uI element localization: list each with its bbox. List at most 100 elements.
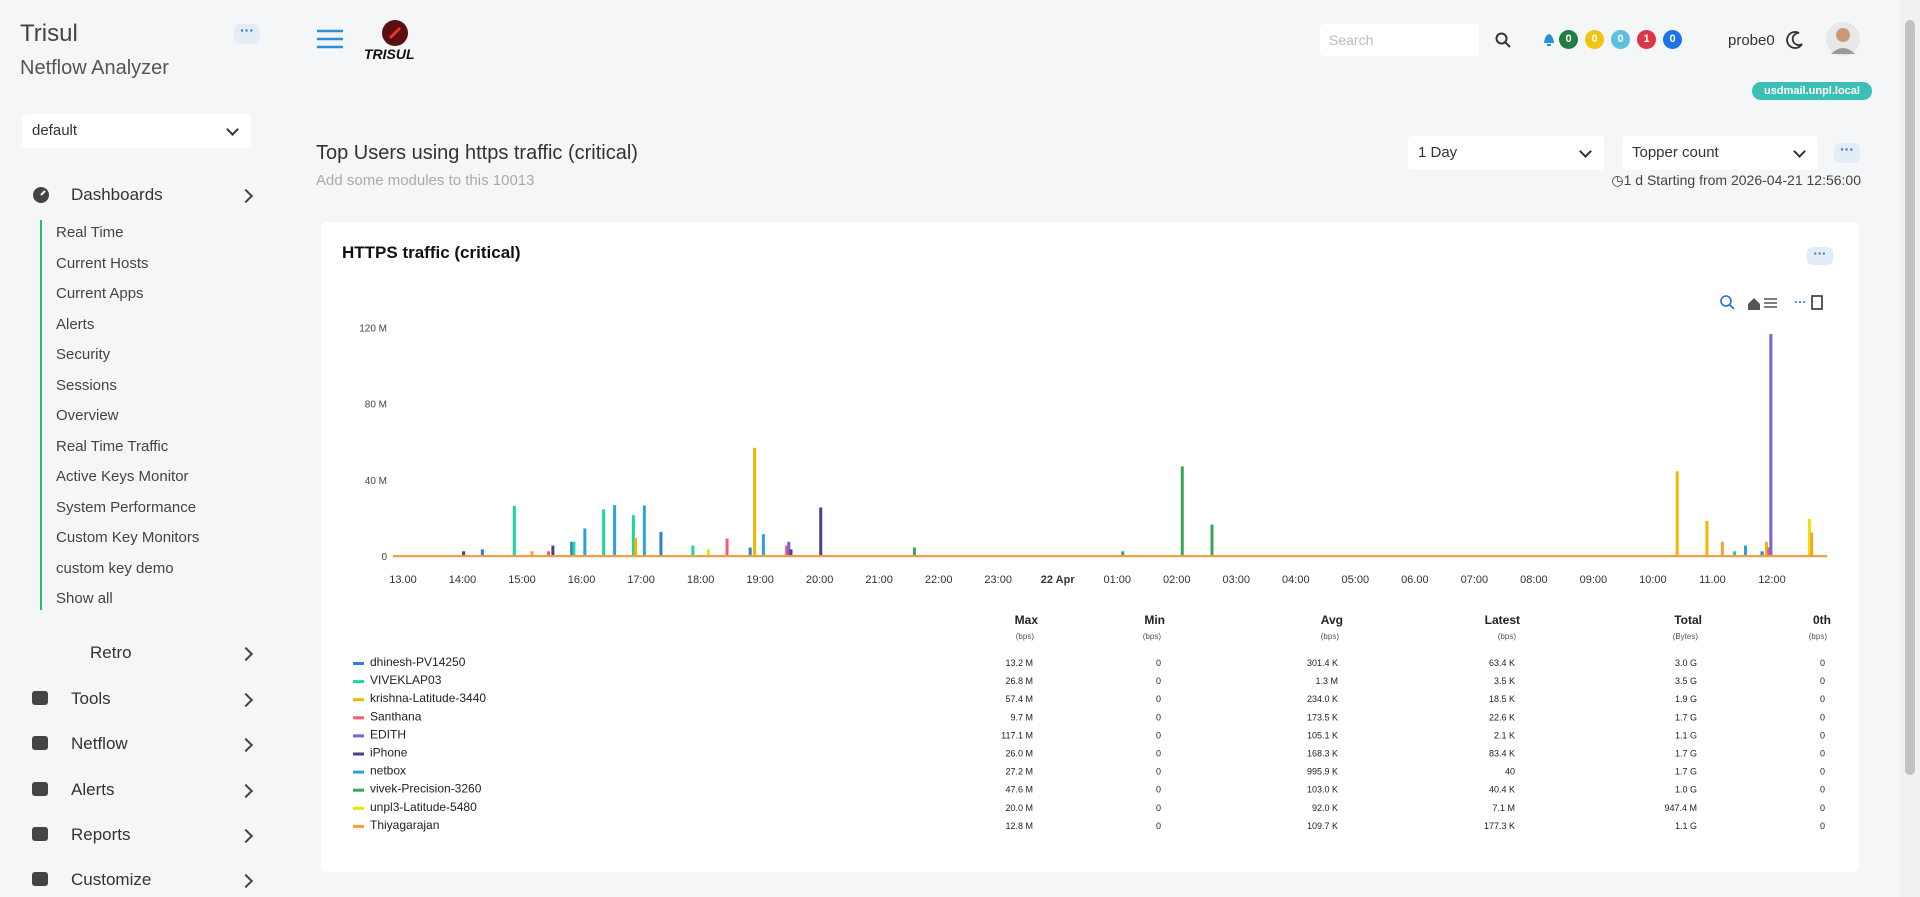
bar bbox=[819, 507, 823, 557]
list-icon[interactable] bbox=[1764, 298, 1777, 308]
card-menu-dots: ··· bbox=[1814, 246, 1827, 261]
legend-label: netbox bbox=[370, 764, 406, 778]
legend-swatch bbox=[353, 716, 364, 720]
alert-badge[interactable]: 1 bbox=[1637, 30, 1656, 49]
menu-item[interactable]: Netflow bbox=[71, 734, 254, 754]
context-select[interactable]: default bbox=[22, 114, 251, 148]
x-tick-label: 05:00 bbox=[1342, 574, 1370, 586]
table-cell: 1.3 M bbox=[1315, 676, 1338, 686]
bar bbox=[1733, 551, 1736, 557]
table-cell: 0 bbox=[1156, 785, 1161, 795]
y-tick-label: 0 bbox=[381, 552, 387, 563]
table-cell: 1.7 G bbox=[1675, 767, 1697, 777]
legend-swatch bbox=[353, 770, 364, 774]
table-cell: 0 bbox=[1156, 712, 1161, 722]
submenu-item[interactable]: Custom Key Monitors bbox=[56, 529, 200, 546]
hamburger[interactable] bbox=[316, 28, 344, 50]
table-cell: 83.4 K bbox=[1489, 749, 1515, 759]
bar bbox=[570, 541, 574, 557]
table-cell: 0 bbox=[1156, 658, 1161, 668]
submenu-item[interactable]: Security bbox=[56, 346, 111, 363]
search-icon[interactable] bbox=[1495, 32, 1511, 48]
legend-swatch bbox=[353, 698, 364, 702]
submenu-item[interactable]: Current Hosts bbox=[56, 254, 149, 272]
bar bbox=[547, 551, 550, 557]
table-cell: 0 bbox=[1820, 803, 1825, 813]
bar bbox=[761, 534, 765, 557]
bar bbox=[1764, 541, 1768, 557]
home-icon[interactable] bbox=[1748, 298, 1760, 310]
menu-label: Retro bbox=[90, 643, 132, 662]
submenu-item[interactable]: Sessions bbox=[56, 376, 117, 394]
alert-badge[interactable]: 0 bbox=[1585, 30, 1604, 49]
chart-card: HTTPS traffic (critical) ··· 0 40 M 80 M 12… bbox=[321, 222, 1859, 872]
submenu-item[interactable]: Overview bbox=[56, 407, 119, 424]
table-cell: 105.1 K bbox=[1307, 730, 1338, 740]
table-cell: 1.0 G bbox=[1675, 785, 1697, 795]
table-cell: 0 bbox=[1820, 712, 1825, 722]
legend-swatch bbox=[353, 788, 364, 792]
menu-item[interactable]: Retro bbox=[90, 643, 254, 663]
app-subtitle: Netflow Analyzer bbox=[20, 57, 169, 79]
y-tick-label: 80 M bbox=[365, 400, 387, 411]
menu-label: Tools bbox=[71, 689, 111, 708]
bar bbox=[725, 538, 729, 557]
submenu-item[interactable]: Real Time bbox=[56, 224, 124, 241]
x-tick-label: 12:00 bbox=[1758, 574, 1786, 586]
table-cell: 20.0 M bbox=[1005, 803, 1033, 813]
menu-item[interactable]: Reports bbox=[71, 824, 254, 845]
table-header: Total bbox=[1674, 613, 1702, 627]
menu-label: Netflow bbox=[71, 734, 128, 754]
menu-item[interactable]: Customize bbox=[71, 870, 254, 890]
username[interactable]: probe0 bbox=[1728, 32, 1775, 49]
table-cell: 0 bbox=[1820, 694, 1825, 704]
table-cell: 18.5 K bbox=[1489, 694, 1515, 704]
alert-badge[interactable]: 0 bbox=[1663, 30, 1682, 49]
submenu-item[interactable]: Active Keys Monitor bbox=[56, 468, 189, 485]
x-tick-label: 08:00 bbox=[1520, 574, 1548, 586]
bar bbox=[583, 528, 587, 557]
submenu-item[interactable]: Real Time Traffic bbox=[56, 437, 169, 455]
page-menu[interactable]: ··· bbox=[1834, 142, 1860, 163]
bar bbox=[480, 549, 484, 557]
menu-item[interactable]: Tools bbox=[71, 689, 254, 709]
bar bbox=[706, 549, 710, 557]
theme-icon[interactable] bbox=[1785, 30, 1805, 50]
table-cell: 0 bbox=[1820, 749, 1825, 759]
alert-badge[interactable]: 0 bbox=[1559, 30, 1578, 49]
bar bbox=[785, 545, 789, 557]
menu-item[interactable]: Dashboards bbox=[71, 185, 254, 205]
menu-label: Alerts bbox=[71, 779, 115, 799]
alert-badge[interactable]: 0 bbox=[1611, 30, 1630, 49]
card-menu[interactable] bbox=[1807, 247, 1833, 265]
table-header: Min bbox=[1144, 613, 1165, 627]
legend-label: Santhana bbox=[370, 709, 422, 723]
table-cell: 177.3 K bbox=[1484, 821, 1515, 831]
table-cell: 63.4 K bbox=[1489, 658, 1515, 668]
table-cell: 1.1 G bbox=[1675, 821, 1697, 831]
export-icon[interactable] bbox=[1811, 295, 1823, 310]
legend-label: dhinesh-PV14250 bbox=[370, 655, 466, 669]
mode-select[interactable]: Topper count bbox=[1622, 136, 1818, 170]
menu-label: Reports bbox=[71, 824, 131, 844]
table-unit: (bps) bbox=[1321, 632, 1340, 641]
submenu-item[interactable]: Show all bbox=[56, 590, 113, 607]
table-cell: 0 bbox=[1156, 803, 1161, 813]
scrollbar[interactable] bbox=[1900, 0, 1920, 897]
table-cell: 1.7 G bbox=[1675, 712, 1697, 722]
table-cell: 0 bbox=[1820, 676, 1825, 686]
y-tick-label: 40 M bbox=[365, 476, 387, 487]
search-input[interactable]: Search bbox=[1320, 24, 1479, 56]
x-tick-label: 21:00 bbox=[865, 574, 893, 586]
time-range-select[interactable]: 1 Day bbox=[1408, 136, 1604, 170]
zoom-icon[interactable] bbox=[1720, 295, 1732, 307]
submenu-item[interactable]: Alerts bbox=[56, 315, 95, 333]
bar bbox=[691, 545, 695, 557]
submenu-item[interactable]: System Performance bbox=[56, 498, 197, 516]
avatar[interactable] bbox=[1826, 22, 1860, 56]
menu-item[interactable]: Alerts bbox=[71, 779, 254, 800]
bell-icon[interactable] bbox=[1542, 31, 1556, 47]
submenu-item[interactable]: Current Apps bbox=[56, 285, 144, 302]
menu-button[interactable]: ··· bbox=[234, 23, 260, 44]
submenu-item[interactable]: custom key demo bbox=[56, 559, 174, 577]
